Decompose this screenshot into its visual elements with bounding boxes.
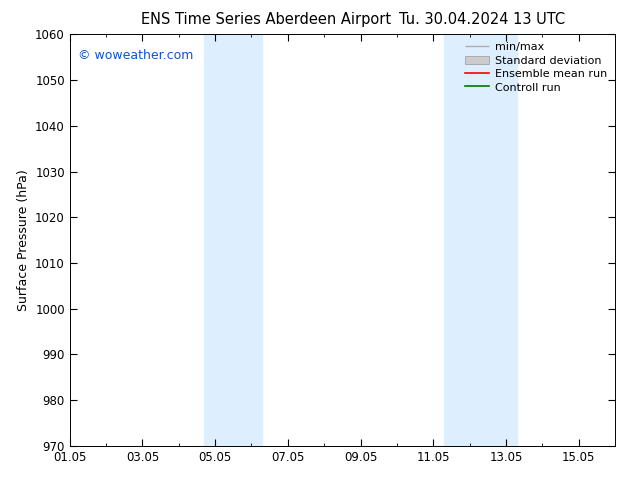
Bar	[444, 34, 517, 446]
Text: © woweather.com: © woweather.com	[78, 49, 193, 62]
Bar	[204, 34, 262, 446]
Text: ENS Time Series Aberdeen Airport: ENS Time Series Aberdeen Airport	[141, 12, 391, 27]
Text: Tu. 30.04.2024 13 UTC: Tu. 30.04.2024 13 UTC	[399, 12, 565, 27]
Legend: min/max, Standard deviation, Ensemble mean run, Controll run: min/max, Standard deviation, Ensemble me…	[460, 38, 612, 97]
Y-axis label: Surface Pressure (hPa): Surface Pressure (hPa)	[16, 169, 30, 311]
